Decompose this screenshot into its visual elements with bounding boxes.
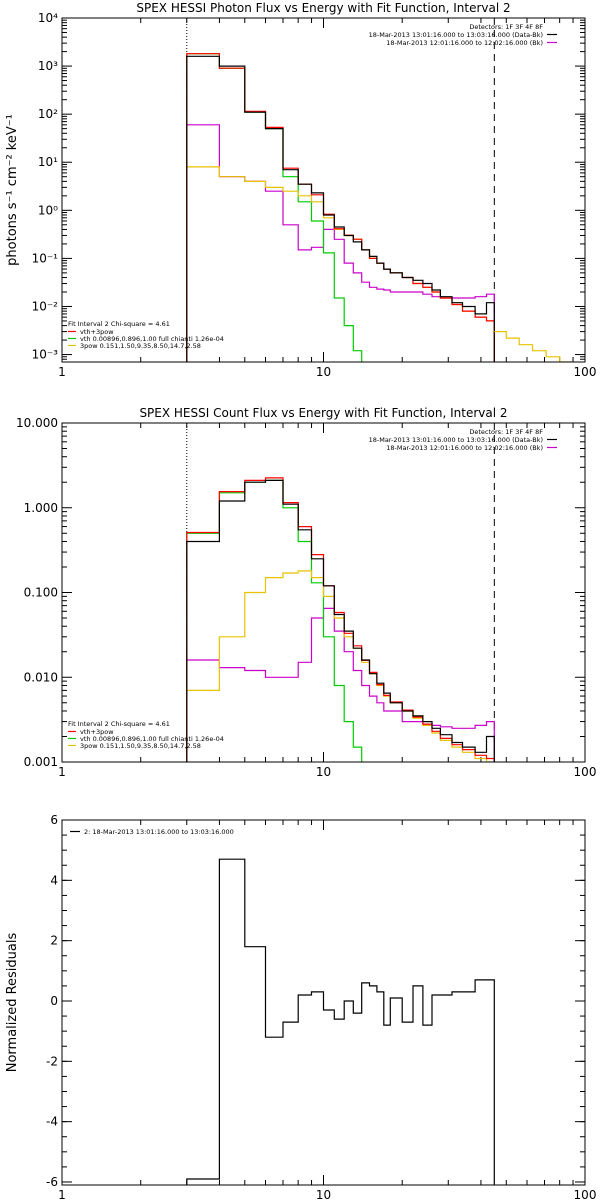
y-axis-label: Normalized Residuals: [5, 933, 20, 1073]
y-tick-label: 10⁻³: [32, 348, 59, 362]
series-line-5: [494, 331, 573, 362]
x-tick-label: 1: [58, 365, 66, 379]
y-tick-label: 10¹: [38, 155, 58, 169]
count-flux-panel: SPEX HESSI Count Flux vs Energy with Fit…: [16, 406, 597, 779]
legend-entry-label: 18-Mar-2013 13:01:16.000 to 13:03:16.000…: [369, 436, 543, 444]
series-line-0: [186, 607, 495, 762]
y-tick-label: 10⁻²: [32, 299, 59, 313]
series-line-0: [186, 124, 495, 362]
residual-legend-label: 2: 18-Mar-2013 13:01:16.000 to 13:03:16.…: [84, 828, 234, 836]
fit-legend-label: 3pow 0.151,1.50,9.35,8.50,14.7,2.58: [80, 742, 201, 750]
x-tick-label: 10: [316, 1188, 331, 1200]
series-line-3: [186, 477, 495, 762]
series-line-1: [186, 479, 495, 762]
residuals-panel: 1 10 100 -6 -4 -2 0 2 4 6 Normalized Residuals 2: 1…: [5, 813, 596, 1200]
plot-frame: [61, 819, 586, 1186]
y-tick-label: 6: [50, 813, 58, 827]
y-tick-label: 10⁴: [38, 11, 58, 25]
fit-legend-header: Fit Interval 2 Chi-square = 4.61: [68, 320, 170, 328]
y-tick-label: 0.001: [24, 755, 58, 769]
y-tick-label: 10³: [38, 59, 58, 73]
y-tick-label: -4: [46, 1115, 58, 1129]
series-line-3: [186, 53, 495, 362]
plot-area: [186, 53, 573, 362]
legend-entry-label: 18-Mar-2013 12:01:16.000 to 12:02:16.000…: [386, 39, 543, 47]
fit-legend-label: vth 0.00896,0.896,1.00 full chianti 1.26…: [80, 735, 224, 743]
y-tick-label: 2: [50, 934, 58, 948]
x-tick-label: 100: [574, 765, 597, 779]
plot-frame: [61, 17, 586, 363]
fit-legend-header: Fit Interval 2 Chi-square = 4.61: [68, 720, 170, 728]
photon-flux-panel: SPEX HESSI Photon Flux vs Energy with Fi…: [5, 1, 597, 379]
x-tick-label: 1: [58, 765, 66, 779]
y-tick-label: -6: [46, 1175, 58, 1189]
x-tick-label: 100: [574, 1188, 597, 1200]
y-tick-label: 10²: [38, 107, 58, 121]
legend-entry-label: 18-Mar-2013 13:01:16.000 to 13:03:16.000…: [369, 31, 543, 39]
legend-entry-label: 18-Mar-2013 12:01:16.000 to 12:02:16.000…: [386, 444, 543, 452]
fit-legend-label: vth+3pow: [80, 328, 114, 336]
y-tick-label: 1.000: [24, 501, 58, 515]
y-tick-label: 4: [50, 873, 58, 887]
series-line-0: [186, 858, 495, 1185]
plot-area: [186, 477, 495, 762]
x-tick-label: 100: [574, 365, 597, 379]
y-tick-label: 0: [50, 994, 58, 1008]
fit-legend-label: vth+3pow: [80, 728, 114, 736]
series-line-2: [186, 166, 495, 362]
chart-title: SPEX HESSI Photon Flux vs Energy with Fi…: [136, 1, 510, 15]
legend-header: Detectors: 1F 3F 4F 8F: [469, 428, 543, 436]
plot-area: [186, 858, 495, 1185]
y-axis-label: photons s⁻¹ cm⁻² keV⁻¹: [5, 114, 20, 266]
series-line-2: [186, 570, 495, 762]
plot-frame: [61, 422, 586, 763]
series-line-4: [186, 479, 495, 762]
y-tick-label: -2: [46, 1054, 58, 1068]
x-tick-label: 10: [316, 765, 331, 779]
fit-legend-label: vth 0.00896,0.896,1.00 full chianti 1.26…: [80, 335, 224, 343]
y-tick-label: 0.100: [24, 586, 58, 600]
chart-title: SPEX HESSI Count Flux vs Energy with Fit…: [139, 406, 507, 420]
x-tick-label: 10: [316, 365, 331, 379]
y-tick-label: 0.010: [24, 670, 58, 684]
x-tick-label: 1: [58, 1188, 66, 1200]
fit-legend-label: 3pow 0.151,1.50,9.35,8.50,14.7,2.58: [80, 342, 201, 350]
y-tick-label: 10.000: [16, 416, 58, 430]
series-line-4: [186, 55, 495, 362]
legend-header: Detectors: 1F 3F 4F 8F: [469, 23, 543, 31]
y-tick-label: 10⁰: [38, 203, 58, 217]
y-tick-label: 10⁻¹: [32, 251, 59, 265]
